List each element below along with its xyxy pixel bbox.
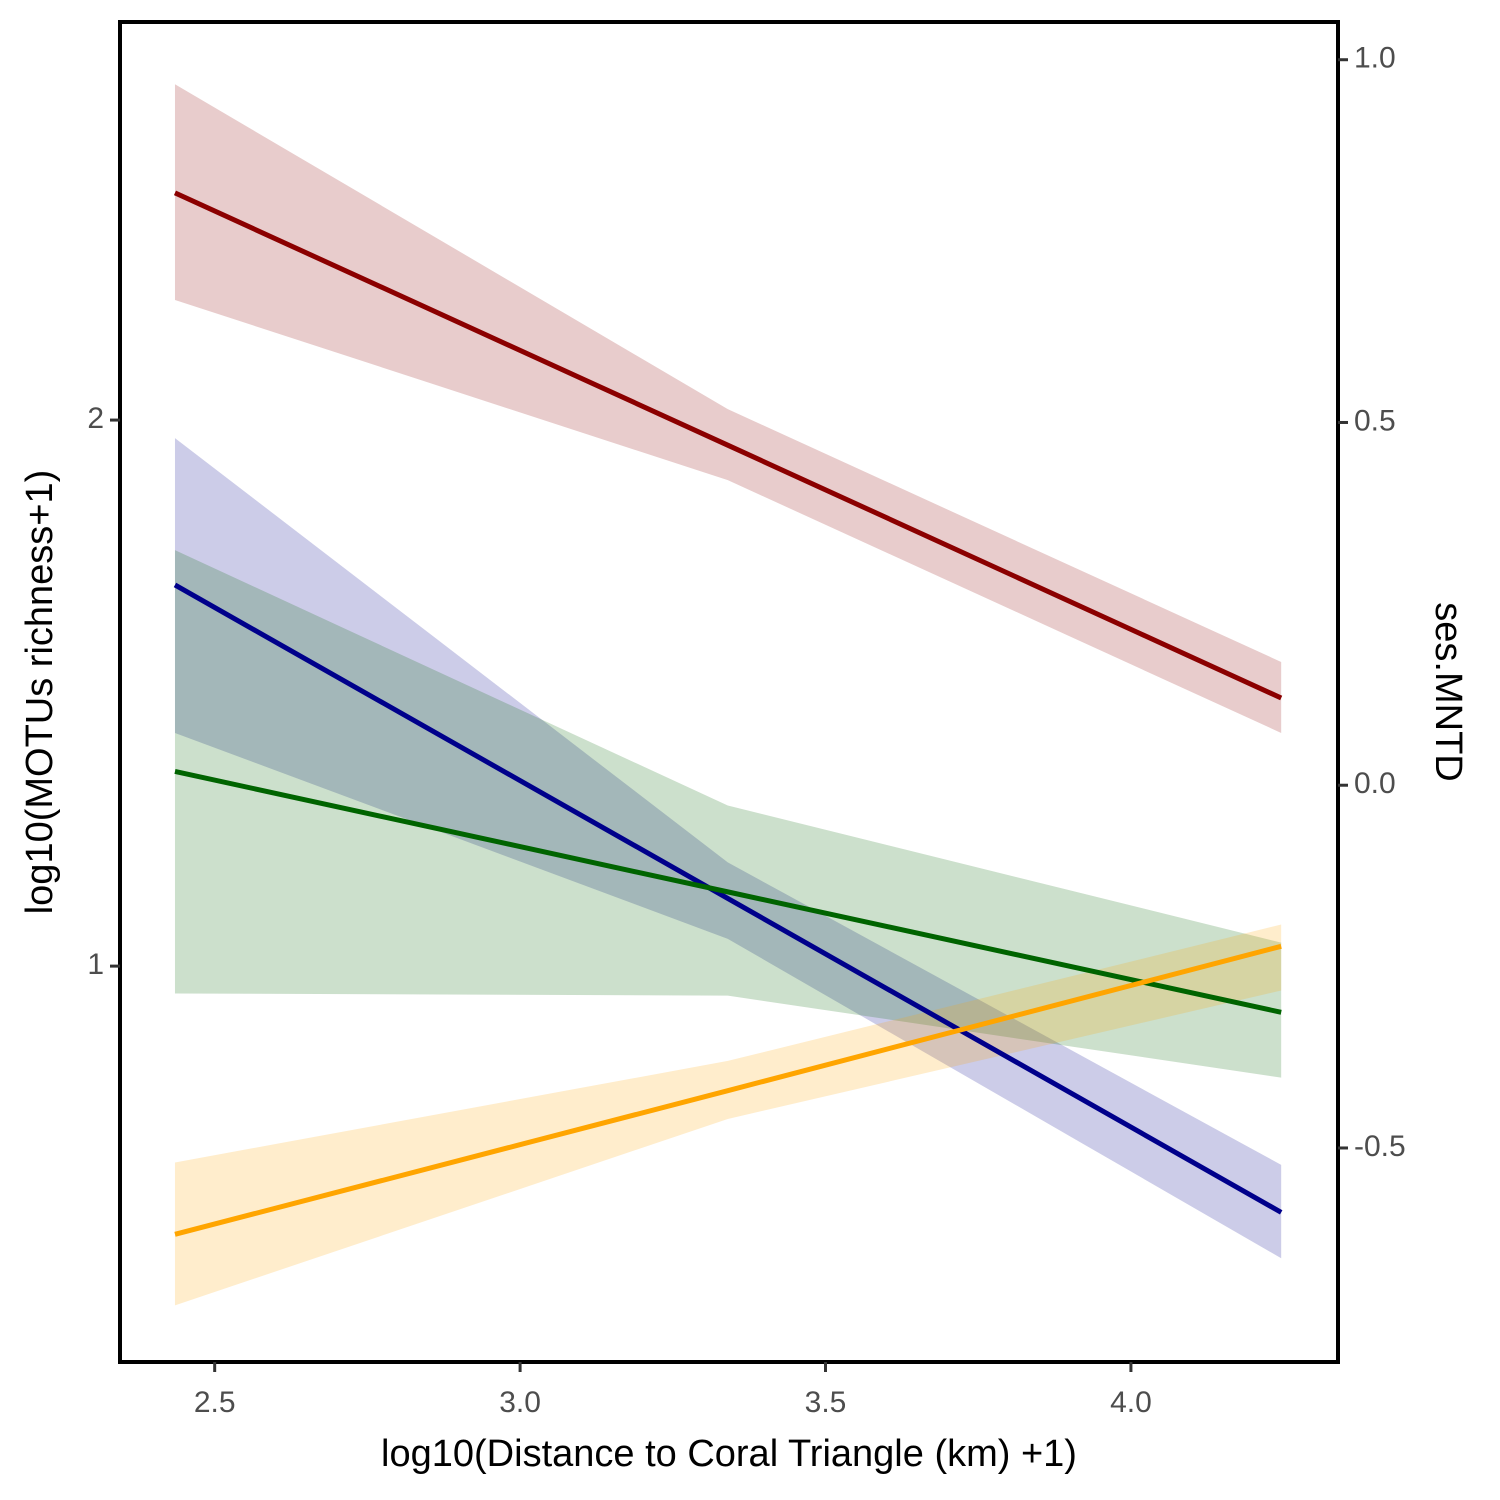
y2-tick-label: 0.0 bbox=[1354, 767, 1396, 800]
y2-axis-title: ses.MNTD bbox=[1427, 602, 1469, 781]
x-tick-label: 4.0 bbox=[1110, 1386, 1152, 1419]
x-tick-label: 2.5 bbox=[194, 1386, 236, 1419]
y-axis-title: log10(MOTUs richness+1) bbox=[19, 470, 61, 915]
trend-line bbox=[173, 190, 1283, 701]
y-tick-label: 2 bbox=[87, 402, 104, 435]
y2-tick-label: 0.5 bbox=[1354, 404, 1396, 437]
confidence-band bbox=[174, 550, 1282, 1078]
x-axis-title: log10(Distance to Coral Triangle (km) +1… bbox=[381, 1433, 1077, 1475]
trend-line bbox=[173, 582, 1283, 1215]
y-tick-label: 1 bbox=[87, 948, 104, 981]
plot-frame bbox=[118, 20, 1340, 1364]
y2-tick-label: 1.0 bbox=[1354, 42, 1396, 75]
trend-line bbox=[174, 768, 1282, 1015]
trend-line bbox=[174, 943, 1282, 1237]
x-tick-label: 3.5 bbox=[805, 1386, 847, 1419]
x-tick-label: 3.0 bbox=[499, 1386, 541, 1419]
y2-tick-label: -0.5 bbox=[1354, 1130, 1406, 1163]
